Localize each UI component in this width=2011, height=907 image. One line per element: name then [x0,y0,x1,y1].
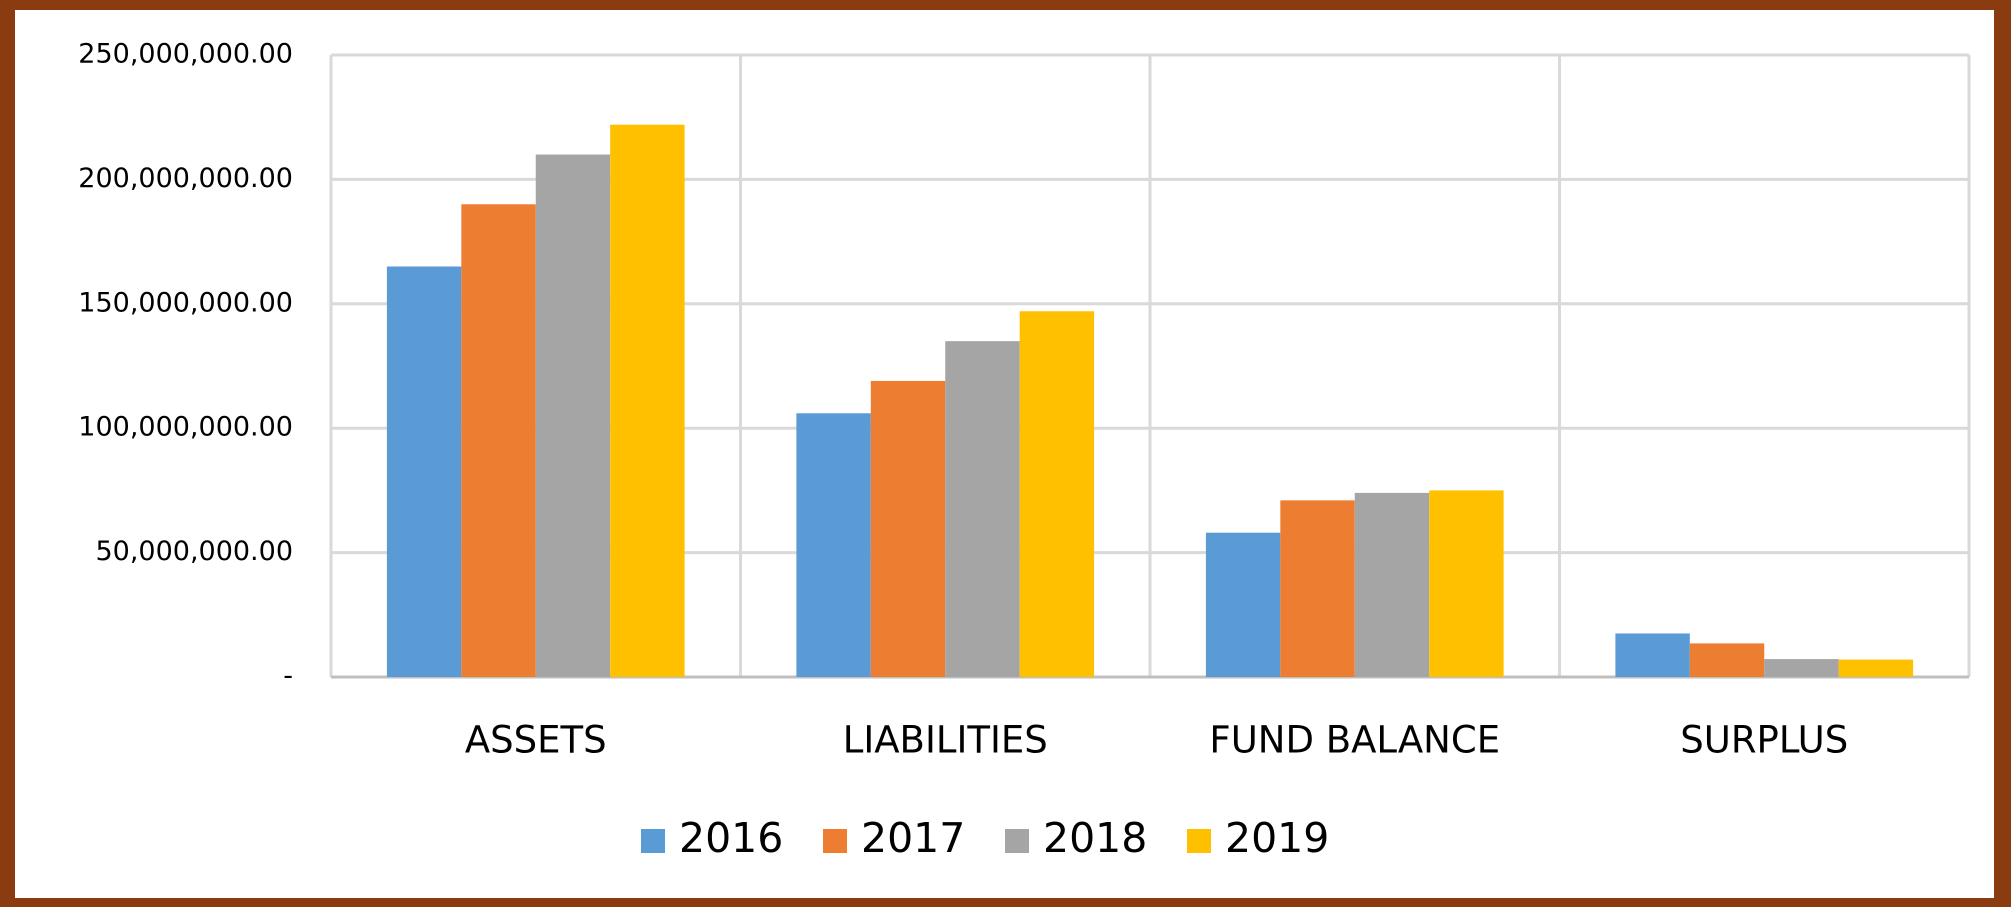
bar [1280,500,1355,677]
x-tick-label: LIABILITIES [843,719,1048,762]
bar [945,341,1020,677]
x-tick-label: FUND BALANCE [1209,719,1500,762]
legend-label: 2018 [1043,814,1147,862]
y-tick-label: 100,000,000.00 [78,412,293,443]
bar [870,380,946,677]
bar [796,413,871,677]
y-tick-label: 250,000,000.00 [78,39,293,70]
legend-label: 2016 [679,814,783,862]
bar [1838,659,1914,677]
y-tick-label: 200,000,000.00 [78,163,293,194]
bar [1615,633,1690,677]
x-tick-label: SURPLUS [1680,719,1848,762]
legend-label: 2017 [861,814,965,862]
legend-swatch [823,829,847,853]
bar [1205,532,1281,677]
bar [1429,490,1504,677]
legend-swatch [1005,829,1029,853]
bar [610,124,685,677]
bar [1019,311,1095,677]
bar [1764,659,1839,677]
bar [461,204,536,677]
bar [535,154,611,677]
x-tick-label: ASSETS [465,719,607,762]
legend-swatch [641,829,665,853]
bar [386,266,462,677]
legend-label: 2019 [1225,814,1329,862]
legend-swatch [1187,829,1211,853]
bar [1689,643,1765,677]
y-tick-label: 150,000,000.00 [78,287,293,318]
bar [1354,492,1430,677]
y-tick-label: 50,000,000.00 [95,536,293,567]
y-tick-label: - [283,661,293,692]
